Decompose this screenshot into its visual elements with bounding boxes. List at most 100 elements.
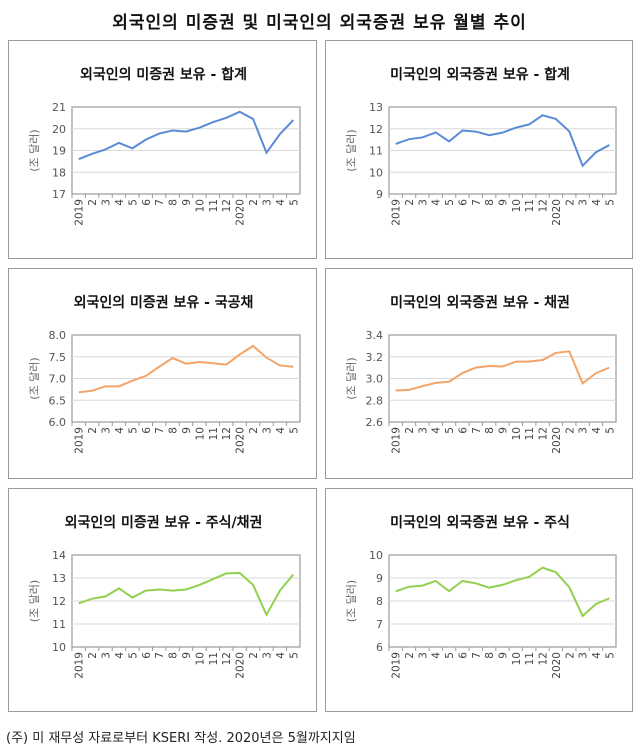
x-tick-label: 9 xyxy=(181,427,193,434)
x-tick-label: 2 xyxy=(248,652,260,659)
x-tick-label: 6 xyxy=(457,199,469,206)
y-tick-label: 10 xyxy=(369,549,383,562)
x-tick-label: 10 xyxy=(511,427,523,440)
x-tick-label: 11 xyxy=(524,427,536,440)
y-tick-label: 3.2 xyxy=(366,351,384,364)
chart-panel: 외국인의 미증권 보유 - 국공채 6.0 6.5 7.0 7.5 8.0 (조 달러) 20… xyxy=(8,268,317,479)
y-tick-label: 13 xyxy=(52,572,66,585)
y-tick-label: 14 xyxy=(52,549,66,562)
y-tick-label: 8 xyxy=(376,595,383,608)
main-title: 외국인의 미증권 및 미국인의 외국증권 보유 월별 추이 xyxy=(112,13,527,33)
y-axis-label: (조 달러) xyxy=(345,357,358,399)
chart-title: 미국인의 외국증권 보유 - 주식 xyxy=(390,514,570,531)
y-axis-label: (조 달러) xyxy=(345,580,358,622)
x-tick-label: 2020 xyxy=(551,199,563,226)
x-tick-label: 2019 xyxy=(74,199,86,226)
x-tick-label: 9 xyxy=(498,652,510,659)
x-tick-label: 12 xyxy=(538,427,550,440)
y-tick-label: 6.5 xyxy=(49,394,67,407)
x-tick-label: 4 xyxy=(275,652,287,659)
x-tick-label: 7 xyxy=(471,199,483,206)
x-tick-label: 3 xyxy=(101,427,113,434)
y-tick-label: 13 xyxy=(369,101,383,114)
x-tick-label: 11 xyxy=(524,199,536,212)
chart-panel: 미국인의 외국증권 보유 - 채권 2.6 2.8 3.0 3.2 3.4 (조 달러) 20… xyxy=(325,268,633,479)
x-tick-label: 3 xyxy=(261,427,273,434)
x-tick-label: 6 xyxy=(141,199,153,206)
y-axis-label: (조 달러) xyxy=(28,129,41,171)
y-axis-label: (조 달러) xyxy=(28,580,41,622)
x-tick-label: 3 xyxy=(578,427,590,434)
x-tick-label: 2 xyxy=(404,199,416,206)
x-tick-label: 11 xyxy=(524,652,536,665)
y-tick-label: 7.5 xyxy=(49,351,67,364)
y-tick-label: 3.0 xyxy=(366,373,384,386)
x-tick-label: 8 xyxy=(168,199,180,206)
chart-title: 외국인의 미증권 보유 - 국공채 xyxy=(74,294,254,311)
x-tick-label: 2019 xyxy=(74,652,86,679)
y-tick-label: 6.0 xyxy=(49,416,67,429)
x-tick-label: 4 xyxy=(431,199,443,206)
x-tick-label: 2 xyxy=(87,199,99,206)
x-tick-label: 4 xyxy=(591,652,603,659)
y-axis-label: (조 달러) xyxy=(345,129,358,171)
x-tick-label: 2019 xyxy=(391,427,403,454)
x-tick-label: 5 xyxy=(288,652,300,659)
x-tick-label: 2019 xyxy=(74,427,86,454)
x-tick-label: 4 xyxy=(591,427,603,434)
line-chart: 미국인의 외국증권 보유 - 채권 2.6 2.8 3.0 3.2 3.4 (조 달러) 20… xyxy=(345,294,617,454)
x-tick-label: 8 xyxy=(484,199,496,206)
y-tick-label: 11 xyxy=(52,618,66,631)
x-tick-label: 8 xyxy=(168,427,180,434)
x-tick-label: 4 xyxy=(114,652,126,659)
x-tick-label: 2 xyxy=(248,427,260,434)
x-tick-label: 2020 xyxy=(551,652,563,679)
x-tick-label: 4 xyxy=(275,427,287,434)
x-tick-label: 11 xyxy=(208,427,220,440)
x-tick-label: 10 xyxy=(194,427,206,440)
x-tick-label: 2 xyxy=(248,199,260,206)
x-tick-label: 4 xyxy=(114,427,126,434)
x-tick-label: 12 xyxy=(221,652,233,665)
chart-title: 외국인의 미증권 보유 - 합계 xyxy=(80,66,247,83)
x-tick-label: 9 xyxy=(498,199,510,206)
y-tick-label: 9 xyxy=(376,188,383,201)
x-tick-label: 3 xyxy=(101,199,113,206)
x-tick-label: 7 xyxy=(154,199,166,206)
x-tick-label: 5 xyxy=(288,427,300,434)
chart-title: 미국인의 외국증권 보유 - 합계 xyxy=(390,66,570,83)
x-tick-label: 10 xyxy=(511,652,523,665)
y-tick-label: 20 xyxy=(52,123,66,136)
x-tick-label: 5 xyxy=(127,427,139,434)
x-tick-label: 8 xyxy=(484,652,496,659)
x-tick-label: 5 xyxy=(604,427,616,434)
x-tick-label: 6 xyxy=(141,652,153,659)
x-tick-label: 5 xyxy=(127,652,139,659)
x-tick-label: 8 xyxy=(484,427,496,434)
chart-panel: 외국인의 미증권 보유 - 주식/채권 10 11 12 13 14 (조 달러) 2019 2… xyxy=(8,488,317,712)
x-tick-label: 10 xyxy=(511,199,523,212)
y-tick-label: 18 xyxy=(52,166,66,179)
y-tick-label: 10 xyxy=(369,166,383,179)
x-tick-label: 2 xyxy=(87,427,99,434)
series-line xyxy=(395,114,610,168)
x-tick-label: 7 xyxy=(471,427,483,434)
series-line xyxy=(395,566,610,618)
y-tick-label: 9 xyxy=(376,572,383,585)
x-tick-label: 4 xyxy=(275,199,287,206)
x-tick-label: 12 xyxy=(538,199,550,212)
footnote: (주) 미 재무성 자료로부터 KSERI 작성. 2020년은 5월까지지임 xyxy=(6,731,356,746)
series-line xyxy=(78,344,294,394)
y-tick-label: 10 xyxy=(52,641,66,654)
y-tick-label: 21 xyxy=(52,101,66,114)
x-tick-label: 5 xyxy=(127,199,139,206)
x-tick-label: 11 xyxy=(208,652,220,665)
x-tick-label: 3 xyxy=(101,652,113,659)
x-tick-label: 9 xyxy=(498,427,510,434)
chart-panel: 미국인의 외국증권 보유 - 합계 9 10 11 12 13 (조 달러) 2019 2 3 4 5… xyxy=(325,40,633,259)
y-tick-label: 3.4 xyxy=(366,329,384,342)
x-tick-label: 3 xyxy=(261,652,273,659)
x-tick-label: 10 xyxy=(194,199,206,212)
y-tick-label: 7 xyxy=(376,618,383,631)
